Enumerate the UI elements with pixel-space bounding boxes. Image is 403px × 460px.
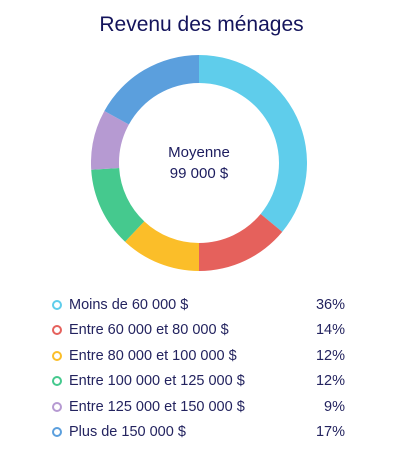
legend-dot-icon	[52, 299, 62, 310]
legend-value: 36%	[315, 296, 345, 313]
legend-item: Entre 125 000 et 150 000 $ 9%	[52, 394, 345, 420]
legend-label: Entre 100 000 et 125 000 $	[69, 373, 245, 390]
legend-label: Entre 80 000 et 100 000 $	[69, 347, 237, 364]
donut-slice-4	[91, 168, 145, 242]
legend-dot-icon	[52, 350, 62, 361]
donut-slice-5	[91, 110, 129, 170]
legend-dot-icon	[52, 325, 62, 336]
center-label: Moyenne	[168, 144, 230, 161]
legend-dot-icon	[52, 427, 62, 438]
legend-item: Moins de 60 000 $ 36%	[52, 292, 345, 318]
legend-dot-icon	[52, 376, 62, 387]
chart-title: Revenu des ménages	[99, 13, 304, 36]
donut-chart: Moyenne 99 000 $	[91, 55, 307, 271]
donut-slice-6	[104, 55, 199, 125]
legend-value: 14%	[315, 322, 345, 339]
legend-item: Entre 60 000 et 80 000 $ 14%	[52, 318, 345, 344]
legend-value: 9%	[324, 398, 345, 415]
legend-label: Entre 60 000 et 80 000 $	[69, 322, 229, 339]
donut-svg	[91, 55, 307, 271]
center-value: 99 000 $	[169, 165, 229, 182]
legend-item: Entre 80 000 et 100 000 $ 12%	[52, 343, 345, 369]
donut-slice-3	[125, 221, 199, 271]
chart-legend: Moins de 60 000 $ 36% Entre 60 000 et 80 0…	[52, 292, 345, 445]
legend-label: Moins de 60 000 $	[69, 296, 189, 313]
legend-label: Entre 125 000 et 150 000 $	[69, 398, 245, 415]
legend-label: Plus de 150 000 $	[69, 424, 186, 441]
donut-slice-2	[199, 213, 283, 271]
legend-value: 12%	[315, 347, 345, 364]
legend-dot-icon	[52, 401, 62, 412]
legend-value: 12%	[315, 373, 345, 390]
donut-center: Moyenne 99 000 $	[91, 55, 307, 271]
legend-item: Plus de 150 000 $ 17%	[52, 420, 345, 446]
donut-slice-1	[199, 55, 307, 232]
legend-item: Entre 100 000 et 125 000 $ 12%	[52, 369, 345, 395]
legend-value: 17%	[315, 424, 345, 441]
